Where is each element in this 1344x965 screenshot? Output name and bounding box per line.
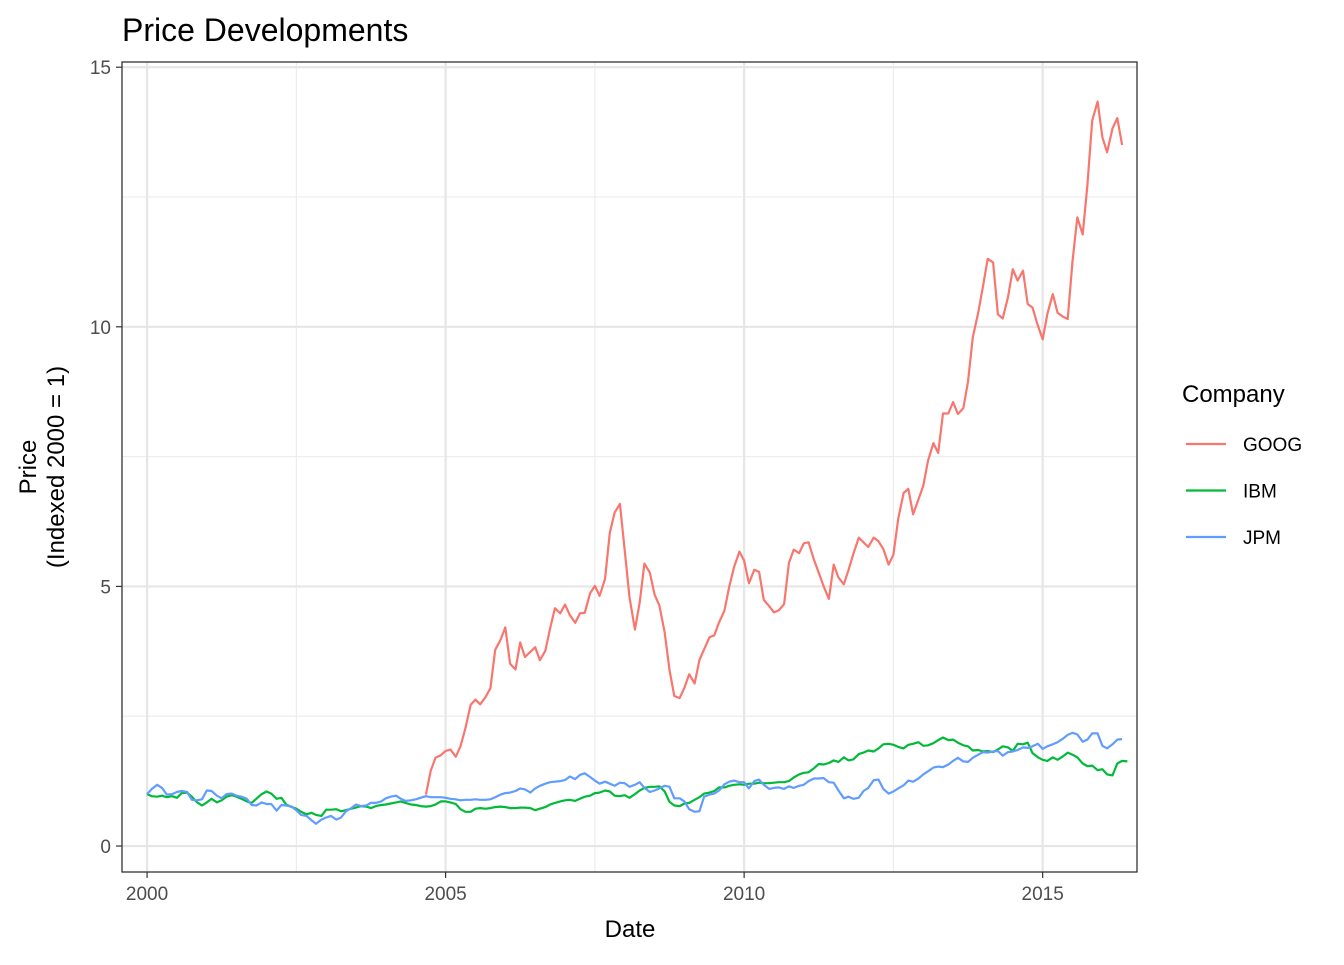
legend: Company GOOG IBM JPM bbox=[1182, 381, 1302, 549]
x-tick-label: 2015 bbox=[1022, 884, 1064, 905]
legend-items: GOOG IBM JPM bbox=[1186, 435, 1302, 549]
legend-label-jpm: JPM bbox=[1243, 528, 1281, 549]
series-line-goog bbox=[424, 100, 1124, 795]
major-gridlines bbox=[122, 62, 1137, 872]
series-line-ibm bbox=[146, 736, 1128, 818]
plot-panel-border bbox=[121, 61, 1138, 873]
legend-label-ibm: IBM bbox=[1243, 482, 1277, 503]
x-tick-label: 2010 bbox=[723, 884, 765, 905]
y-tick-label: 5 bbox=[100, 577, 111, 598]
y-axis-title-line-1: Price bbox=[15, 440, 42, 495]
series-line-jpm bbox=[146, 731, 1123, 825]
x-axis: 2000 2005 2010 2015 bbox=[126, 872, 1064, 905]
x-axis-title: Date bbox=[605, 916, 656, 943]
y-axis-title-line-2: (Indexed 2000 = 1) bbox=[43, 366, 70, 568]
y-tick-label: 15 bbox=[90, 58, 111, 79]
chart-title: Price Developments bbox=[122, 12, 408, 48]
y-axis: 0 5 10 15 bbox=[90, 58, 122, 858]
legend-label-goog: GOOG bbox=[1243, 435, 1302, 456]
x-tick-label: 2000 bbox=[126, 884, 168, 905]
y-tick-label: 0 bbox=[100, 837, 111, 858]
series-lines bbox=[146, 100, 1128, 825]
y-axis-title: Price (Indexed 2000 = 1) bbox=[15, 366, 70, 568]
legend-title: Company bbox=[1182, 381, 1285, 408]
minor-gridlines bbox=[122, 62, 1137, 872]
y-tick-label: 10 bbox=[90, 318, 111, 339]
x-tick-label: 2005 bbox=[424, 884, 466, 905]
